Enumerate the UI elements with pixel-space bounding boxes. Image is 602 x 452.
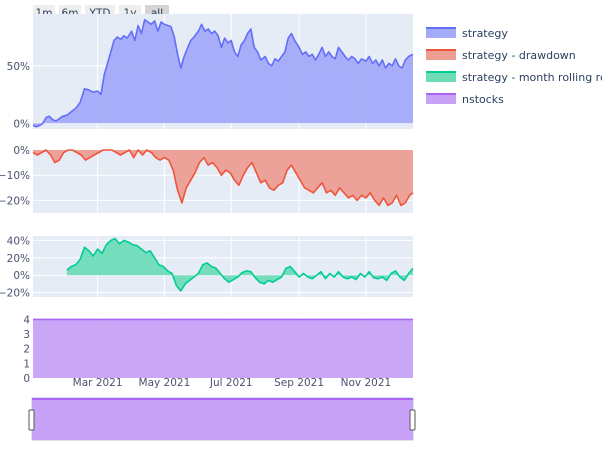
legend-swatch — [426, 50, 456, 60]
x-tick-label: Mar 2021 — [73, 377, 123, 389]
range-slider-left-handle[interactable] — [28, 409, 35, 431]
y-tick-label: 0% — [13, 118, 30, 130]
legend-label: nstocks — [462, 93, 504, 106]
series-area-1 — [33, 19, 413, 127]
legend: strategy strategy - drawdown strategy - mo… — [426, 27, 602, 106]
range-slider-right-handle[interactable] — [409, 409, 416, 431]
legend-label: strategy — [462, 27, 508, 40]
x-tick-label: Nov 2021 — [341, 377, 392, 389]
legend-item-1[interactable]: strategy — [426, 27, 508, 40]
legend-swatch — [426, 94, 456, 104]
y-tick-label: 0 — [23, 373, 30, 385]
legend-item-3[interactable]: strategy - month rolling return — [426, 71, 602, 84]
y-tick-label: 0% — [13, 270, 30, 282]
legend-label: strategy - month rolling return — [462, 71, 602, 84]
y-tick-label: 4 — [23, 314, 30, 326]
range-slider-area — [32, 399, 413, 440]
series-area-4 — [33, 319, 413, 378]
y-tick-label: 40% — [7, 235, 30, 247]
series-area-2 — [33, 150, 413, 206]
y-tick-label: 20% — [7, 253, 30, 265]
legend-swatch — [426, 72, 456, 82]
x-tick-label: Jul 2021 — [209, 377, 253, 389]
legend-swatch — [426, 28, 456, 38]
y-tick-label: 3 — [23, 329, 30, 341]
legend-label: strategy - drawdown — [462, 49, 576, 62]
panel-4: 4 3 2 1 0 — [23, 314, 413, 385]
series-line-3[interactable] — [66, 237, 414, 292]
y-tick-label: 0% — [13, 145, 30, 157]
x-axis: Mar 2021 May 2021 Jul 2021 Sep 2021 Nov 2021 — [73, 377, 392, 389]
y-tick-label: 50% — [7, 61, 30, 73]
x-tick-label: Sep 2021 — [274, 377, 324, 389]
legend-item-2[interactable]: strategy - drawdown — [426, 49, 576, 62]
x-tick-label: May 2021 — [139, 377, 191, 389]
y-tick-label: −20% — [0, 288, 30, 300]
y-tick-label: 2 — [23, 344, 30, 356]
panel-3: 40% 20% 0% −20% — [0, 235, 414, 300]
y-tick-label: 1 — [23, 358, 30, 370]
legend-item-4[interactable]: nstocks — [426, 93, 504, 106]
range-slider[interactable] — [28, 397, 416, 441]
series-line-2[interactable] — [32, 149, 414, 207]
series-area-3 — [66, 238, 414, 291]
chart-panels: 0% 50% 0% −10% −20% 40% 20% 0% −20% 4 3 2 1 0 — [0, 14, 414, 385]
y-tick-label: −20% — [0, 195, 30, 207]
panel-2: 0% −10% −20% — [0, 145, 414, 213]
series-line-1[interactable] — [32, 18, 414, 128]
y-tick-label: −10% — [0, 170, 30, 182]
panel-1: 0% 50% — [7, 14, 414, 130]
